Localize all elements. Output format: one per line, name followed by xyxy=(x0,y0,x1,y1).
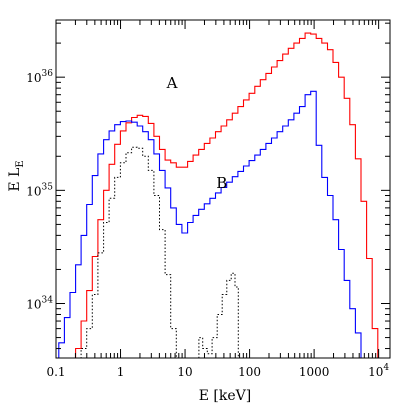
curve-label-B: B xyxy=(216,174,227,192)
x-tick-label: 1 xyxy=(117,365,125,379)
y-tick-label: 1034 xyxy=(26,296,53,312)
x-tick-label: 100 xyxy=(238,365,261,379)
y-tick-label: 1035 xyxy=(26,182,53,198)
y-axis-title-main: E L xyxy=(7,168,23,192)
series-line-0 xyxy=(56,32,384,359)
series-layer xyxy=(56,32,384,359)
series-line-3 xyxy=(195,272,243,359)
label-layer: 0.1 1 10 100 1000 104 1034 1035 1036 A B xyxy=(26,69,389,379)
x-axis-title: E [keV] xyxy=(199,388,251,404)
curve-label-A: A xyxy=(166,74,178,92)
tick-layer xyxy=(55,20,390,358)
x-tick-label: 1000 xyxy=(299,365,330,379)
series-line-2 xyxy=(56,146,182,359)
x-tick-label: 10 xyxy=(177,365,192,379)
y-axis-title-sub: E xyxy=(15,160,26,167)
y-axis-title: E LE xyxy=(7,160,26,191)
series-line-1 xyxy=(56,90,367,359)
plot-frame xyxy=(55,19,391,359)
x-tick-label: 104 xyxy=(368,363,389,379)
x-tick-label: 0.1 xyxy=(46,365,65,379)
y-tick-label: 1036 xyxy=(26,69,53,85)
